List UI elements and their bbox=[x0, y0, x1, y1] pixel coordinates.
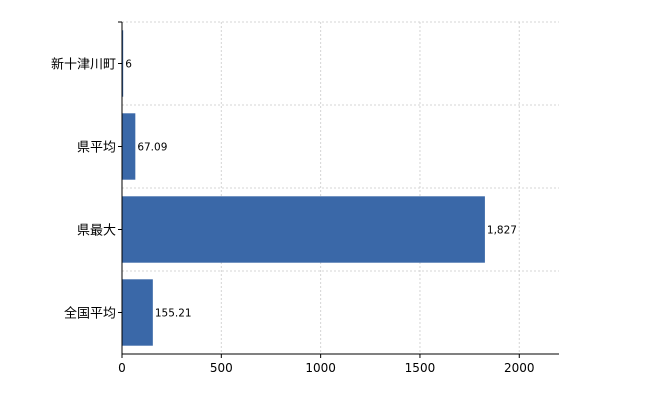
gridlines bbox=[122, 21, 559, 354]
x-tick-label: 0 bbox=[118, 361, 126, 375]
x-tick-label: 500 bbox=[210, 361, 233, 375]
data-label: 67.09 bbox=[137, 142, 167, 154]
x-tick-label: 1500 bbox=[405, 361, 436, 375]
bars bbox=[122, 30, 485, 346]
labels: 0 500 1000 1500 2000 新十津川町 6 県平均 67.09 県最大 1,827 全国… bbox=[51, 21, 535, 375]
category-label: 県最大 bbox=[77, 224, 116, 239]
x-tick-label: 1000 bbox=[305, 361, 336, 375]
data-label: 6 bbox=[125, 59, 132, 71]
x-tick-label: 2000 bbox=[504, 361, 535, 375]
bar bbox=[122, 30, 124, 97]
category-label: 県平均 bbox=[77, 141, 116, 156]
data-label: 155.21 bbox=[155, 308, 192, 320]
bar bbox=[122, 113, 136, 180]
bar bbox=[122, 196, 485, 263]
category-label: 全国平均 bbox=[64, 306, 116, 322]
category-label: 新十津川町 bbox=[51, 57, 116, 73]
axes bbox=[121, 22, 559, 355]
data-label: 1,827 bbox=[487, 225, 517, 237]
bar bbox=[122, 279, 153, 346]
